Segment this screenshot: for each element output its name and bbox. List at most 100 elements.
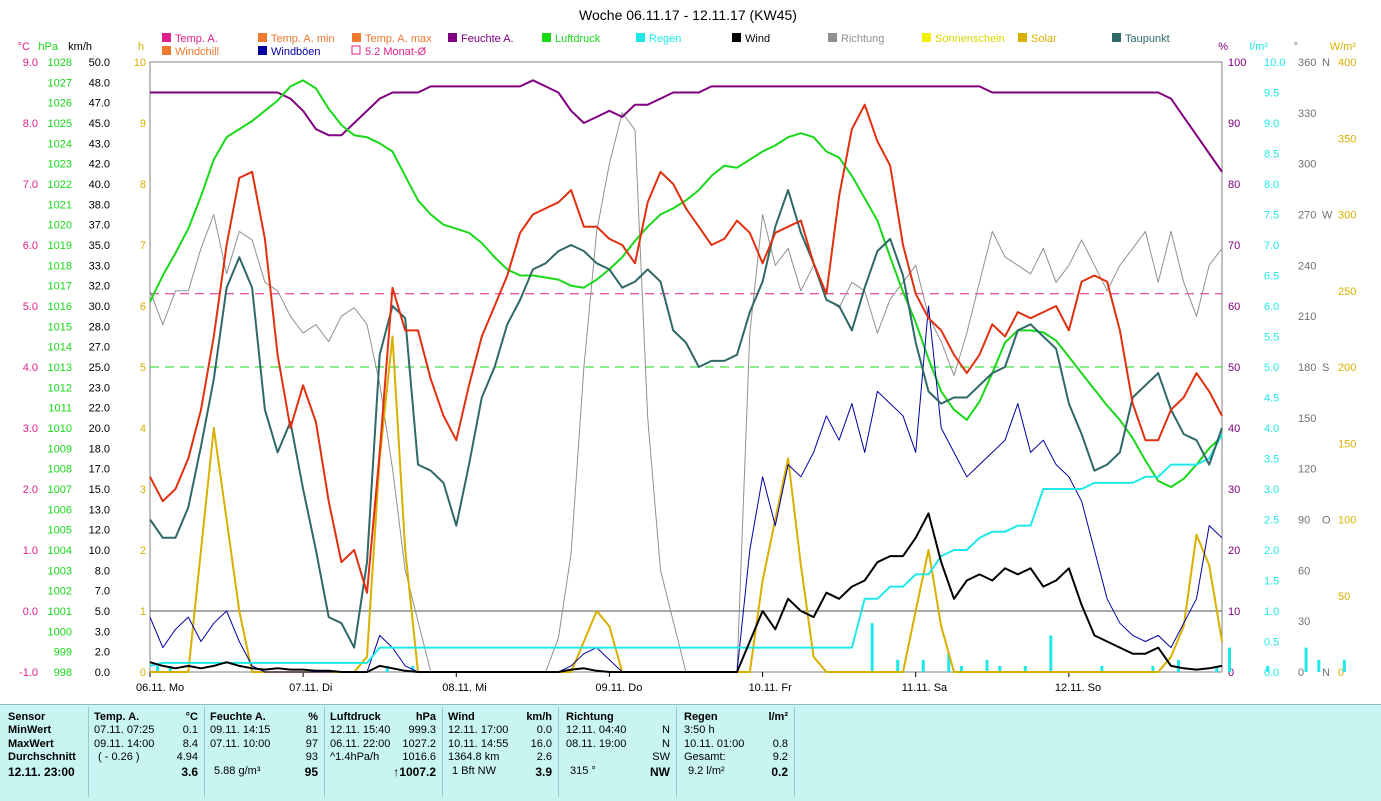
tick-label-wind: 22.0 (89, 403, 110, 415)
rain-bar (1100, 665, 1104, 672)
stats-label-avg: Durchschnitt (8, 751, 76, 764)
tick-label-solar: 300 (1338, 210, 1356, 222)
hum-max-time: 07.11. 10:00 (210, 737, 271, 750)
tick-label-wind: 30.0 (89, 301, 110, 313)
tick-label-wind: 32.0 (89, 281, 110, 293)
rain-bar (921, 659, 925, 672)
stats-label-max: MaxWert (8, 737, 54, 750)
tick-label-direction: 330 (1298, 108, 1316, 120)
tick-label-pressure: 999 (54, 647, 72, 659)
tick-label-sun: 3 (140, 484, 146, 496)
tick-label-pressure: 1024 (48, 138, 72, 150)
tick-label-wind: 42.0 (89, 159, 110, 171)
tick-label-humidity: 70 (1228, 240, 1240, 252)
tick-label-pressure: 1018 (48, 260, 72, 272)
series-line-dewpoint (149, 189, 1223, 649)
tick-label-rain: 3.5 (1264, 454, 1279, 466)
tick-label-direction: 90 (1298, 515, 1310, 527)
hum-min-val: 81 (305, 724, 318, 737)
stats-panel: Sensor MinWert MaxWert Durchschnitt 12.1… (0, 704, 1381, 801)
tick-label-temp: 0.0 (23, 606, 38, 618)
stats-label-min: MinWert (8, 724, 52, 737)
tick-label-rain: 10.0 (1264, 57, 1285, 69)
axis-unit-pressure: hPa (38, 41, 58, 53)
rain-bar (1342, 659, 1346, 672)
stats-wind: Wind km/h 12.11. 17:00 0.0 10.11. 14:55 16.… (448, 711, 556, 795)
wind-unit: km/h (526, 711, 552, 723)
tick-label-pressure: 1006 (48, 504, 72, 516)
legend-swatch (162, 33, 171, 42)
rain-title: Regen (684, 711, 718, 723)
tick-label-compass: N (1322, 667, 1330, 679)
temp-min-time: 07.11. 07:25 (94, 724, 155, 737)
tick-label-pressure: 1012 (48, 382, 72, 394)
dir-now-val: NW (650, 764, 670, 779)
wind-avg-val: 2.6 (536, 751, 552, 764)
left-axes: -1.00.01.02.03.04.05.06.07.08.09.0998999… (19, 57, 146, 679)
tick-label-sun: 7 (140, 240, 146, 252)
temp-title: Temp. A. (94, 711, 140, 723)
tick-label-rain: 6.5 (1264, 271, 1279, 283)
dir-now-note: 315 ° (570, 764, 596, 777)
tick-label-pressure: 1004 (48, 545, 72, 557)
tick-label-pressure: 1023 (48, 159, 72, 171)
tick-label-direction: 270 (1298, 210, 1316, 222)
tick-label-pressure: 1017 (48, 281, 72, 293)
tick-label-rain: 9.0 (1264, 118, 1279, 130)
tick-label-pressure: 1003 (48, 565, 72, 577)
press-max-val: 1027.2 (402, 737, 436, 750)
tick-label-wind: 18.0 (89, 443, 110, 455)
hum-now-note: 5.88 g/m³ (214, 764, 261, 777)
legend-label: Windböen (271, 46, 321, 58)
rain-bar (1228, 647, 1231, 672)
axis-units: °C hPa km/h h% l/m² ° W/m² (18, 41, 1357, 53)
chart-title: Woche 06.11.17 - 12.11.17 (KW45) (579, 7, 797, 23)
tick-label-wind: 12.0 (89, 525, 110, 537)
tick-label-pressure: 1011 (48, 403, 72, 415)
tick-label-solar: 350 (1338, 133, 1356, 145)
legend-swatch (1018, 33, 1027, 42)
rain-bar (1317, 659, 1321, 672)
rain-now-val: 0.2 (771, 764, 788, 779)
tick-label-wind: 48.0 (89, 77, 110, 89)
tick-label-humidity: 0 (1228, 667, 1234, 679)
stats-temp: Temp. A. °C 07.11. 07:25 0.1 09.11. 14:00 8… (94, 711, 202, 795)
hum-avg-val: 93 (305, 751, 318, 764)
temp-max-time: 09.11. 14:00 (94, 737, 155, 750)
tick-label-pressure: 1019 (48, 240, 72, 252)
day-label: 08.11. Mi (442, 682, 486, 694)
tick-label-pressure: 1026 (48, 98, 72, 110)
press-unit: hPa (415, 711, 436, 723)
rain-min-time: 3:50 h (684, 724, 715, 737)
legend-label: Richtung (841, 33, 884, 45)
tick-label-temp: 6.0 (23, 240, 38, 252)
dir-avg-val: SW (652, 751, 670, 764)
legend-label: Taupunkt (1125, 33, 1170, 45)
legend: Temp. A. Temp. A. min Temp. A. max Feuchte … (162, 33, 1170, 58)
tick-label-rain: 6.0 (1264, 301, 1279, 313)
tick-label-rain: 5.5 (1264, 332, 1279, 344)
legend-label: Temp. A. min (271, 33, 335, 45)
rain-bar (870, 623, 874, 672)
tick-label-temp: 8.0 (23, 118, 38, 130)
wind-now-note: 1 Bft NW (452, 764, 497, 777)
tick-label-sun: 10 (134, 57, 146, 69)
tick-label-rain: 8.5 (1264, 149, 1279, 161)
tick-label-wind: 40.0 (89, 179, 110, 191)
tick-label-compass: N (1322, 57, 1330, 69)
series-line-wind (149, 512, 1223, 673)
tick-label-compass: W (1322, 210, 1333, 222)
tick-label-rain: 9.5 (1264, 88, 1279, 100)
tick-label-pressure: 1022 (48, 179, 72, 191)
tick-label-temp: 7.0 (23, 179, 38, 191)
tick-label-solar: 250 (1338, 286, 1356, 298)
tick-label-wind: 43.0 (89, 138, 110, 150)
rain-bar (960, 665, 963, 672)
tick-label-rain: 2.5 (1264, 515, 1279, 527)
stats-separator (204, 707, 205, 797)
tick-label-pressure: 1015 (48, 321, 72, 333)
temp-unit: °C (185, 711, 198, 723)
series-line-rain (149, 433, 1223, 667)
axis-unit-direction: ° (1294, 41, 1298, 53)
stats-labels: Sensor MinWert MaxWert Durchschnitt 12.1… (8, 711, 86, 795)
